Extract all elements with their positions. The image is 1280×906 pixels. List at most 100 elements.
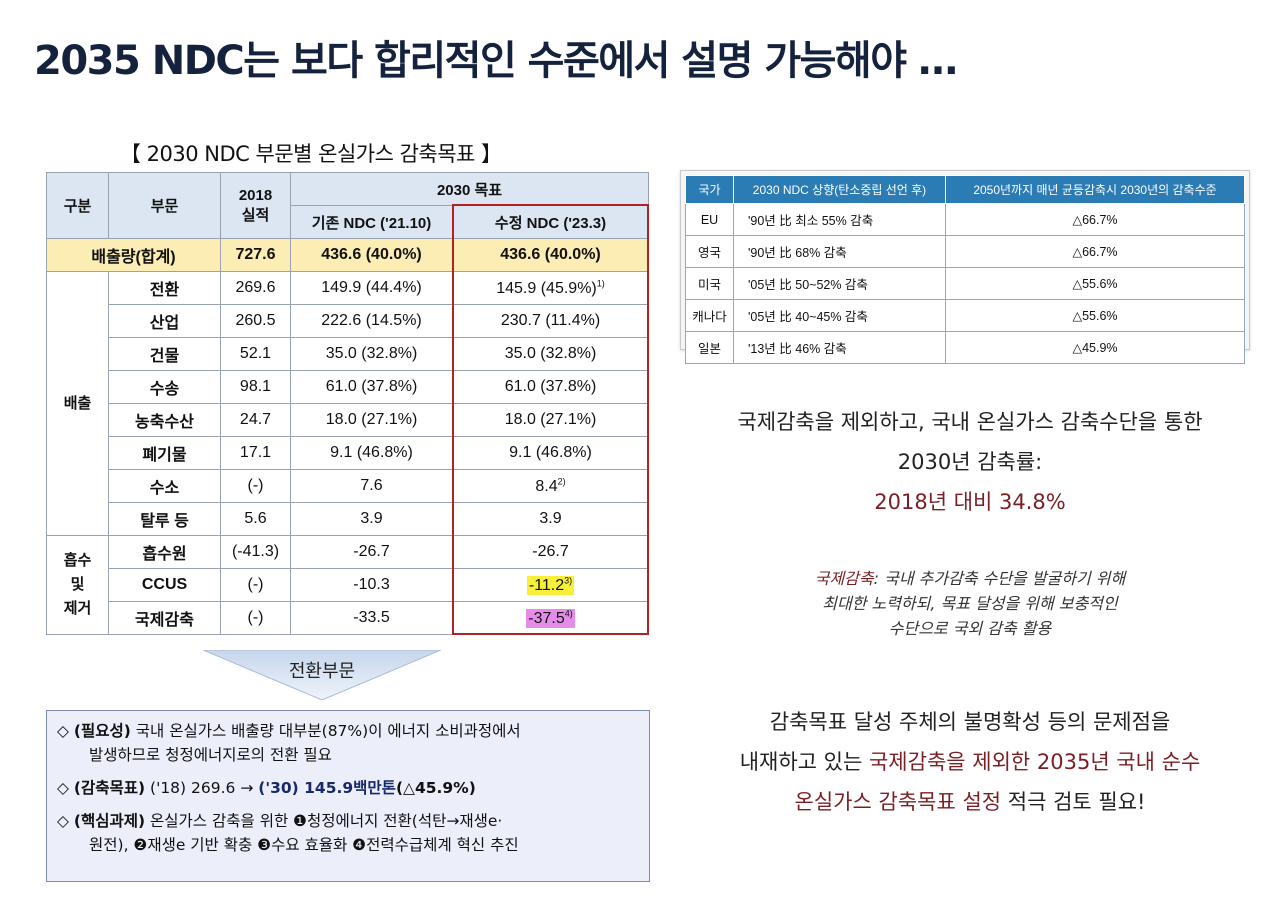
intl-ndc: '05년 比 40~45% 감축 — [733, 299, 946, 332]
intl-table-row: EU '90년 比 최소 55% 감축 △66.7% — [685, 203, 1245, 236]
revised-value-wrap: 35.0 (32.8%) — [505, 345, 597, 362]
value-revised: 35.0 (32.8%) — [451, 337, 650, 371]
table-row: 탈루 등 5.6 3.9 3.9 — [47, 502, 650, 536]
note2-line1: 국제감축: 국내 추가감축 수단을 발굴하기 위해 — [740, 566, 1200, 591]
value-revised: 230.7 (11.4%) — [451, 304, 650, 338]
intl-header-level: 2050년까지 매년 균등감축시 2030년의 감축수준 — [945, 175, 1245, 204]
note2-term: 국제감축 — [814, 569, 874, 588]
sector-name: 폐기물 — [108, 436, 221, 470]
intl-reduction-definition: 국제감축: 국내 추가감축 수단을 발굴하기 위해 최대한 노력하되, 목표 달… — [740, 566, 1200, 641]
table-row: 흡수 및 제거 흡수원 (-41.3) -26.7 -26.7 — [46, 535, 650, 635]
value-2018: (-) — [220, 469, 291, 503]
header-2018-label: 2018 실적 — [238, 187, 273, 224]
necessity-line: ◇ (필요성) 국내 온실가스 배출량 대부분(87%)이 에너지 소비과정에서 — [57, 719, 639, 743]
header-2030-target: 2030 목표 — [289, 172, 650, 206]
value-existing: 149.9 (44.4%) — [290, 271, 453, 305]
intl-table-row: 캐나다 '05년 比 40~45% 감축 △55.6% — [685, 299, 1245, 332]
intl-level: △66.7% — [945, 235, 1245, 268]
value-existing: 7.6 — [290, 469, 453, 503]
value-existing: 18.0 (27.1%) — [290, 403, 453, 437]
revised-value-wrap: 145.9 (45.9%)1) — [496, 278, 605, 297]
bullet-icon: ◇ — [57, 722, 69, 740]
intl-header-country: 국가 — [685, 175, 734, 204]
table-row: 산업 260.5 222.6 (14.5%) 230.7 (11.4%) — [47, 304, 650, 338]
value-existing: -10.3 — [290, 568, 453, 602]
header-2018: 2018 실적 — [220, 172, 291, 239]
value-2018: (-41.3) — [220, 535, 291, 569]
value-2018: (-) — [220, 568, 291, 602]
table-row: 폐기물 17.1 9.1 (46.8%) 9.1 (46.8%) — [47, 436, 650, 470]
total-revised: 436.6 (40.0%) — [451, 238, 650, 272]
total-existing: 436.6 (40.0%) — [290, 238, 453, 272]
target-text-pct: (△45.9%) — [395, 779, 476, 798]
arrow-label: 전환부문 — [288, 661, 356, 682]
sector-name: 수소 — [108, 469, 221, 503]
revised-value: -37.5 — [528, 609, 565, 627]
total-label: 배출량(합계) — [46, 238, 221, 272]
footnote-marker: 3) — [564, 575, 573, 586]
revised-value: 8.4 — [535, 477, 558, 495]
total-2018: 727.6 — [220, 238, 291, 272]
note2-line1-rest: : 국내 추가감축 수단을 발굴하기 위해 — [873, 569, 1126, 588]
footnote-marker: 4) — [564, 608, 573, 619]
revised-value-wrap: 8.42) — [535, 476, 565, 495]
table-row: 농축수산 24.7 18.0 (27.1%) 18.0 (27.1%) — [47, 403, 650, 437]
note1-line3: 2018년 대비 34.8% — [874, 490, 1066, 514]
intl-ndc-table-frame: 국가 2030 NDC 상향(탄소중립 선언 후) 2050년까지 매년 균등감… — [680, 170, 1250, 364]
page-title: 2035 NDC는 보다 합리적인 수준에서 설명 가능해야 … — [34, 38, 958, 84]
recommendation-note: 감축목표 달성 주체의 불명확성 등의 문제점을 내재하고 있는 국제감축을 제… — [690, 702, 1250, 822]
intl-level: △66.7% — [945, 203, 1245, 236]
sector-name: 전환 — [108, 271, 221, 305]
revised-value: 18.0 (27.1%) — [504, 411, 597, 428]
sector-name: 탈루 등 — [108, 502, 221, 536]
note3-line2-a: 내재하고 있는 — [739, 750, 869, 774]
revised-value-wrap: 230.7 (11.4%) — [501, 312, 600, 329]
revised-value: 230.7 (11.4%) — [500, 312, 601, 329]
intl-country: 영국 — [685, 235, 734, 268]
value-2018: 52.1 — [220, 337, 291, 371]
intl-country: 미국 — [685, 267, 734, 300]
sector-name: 국제감축 — [108, 601, 221, 635]
note3-line3-b: 적극 검토 필요! — [1001, 790, 1146, 814]
value-2018: 5.6 — [220, 502, 291, 536]
intl-level: △55.6% — [945, 299, 1245, 332]
value-2018: (-) — [220, 601, 291, 635]
value-revised: 18.0 (27.1%) — [451, 403, 650, 437]
revised-value: 35.0 (32.8%) — [504, 345, 597, 362]
value-2018: 17.1 — [220, 436, 291, 470]
sector-name: 수송 — [108, 370, 221, 404]
header-category: 구분 — [46, 172, 109, 239]
intl-ndc: '90년 比 최소 55% 감축 — [733, 203, 946, 236]
note2-line3: 수단으로 국외 감축 활용 — [888, 619, 1052, 638]
header-existing-ndc: 기존 NDC ('21.10) — [290, 205, 453, 239]
value-revised: 8.42) — [451, 469, 650, 503]
revised-value-wrap: 61.0 (37.8%) — [505, 378, 597, 395]
transition-sector-box: ◇ (필요성) 국내 온실가스 배출량 대부분(87%)이 에너지 소비과정에서… — [46, 710, 650, 882]
value-existing: -33.5 — [290, 601, 453, 635]
value-revised: 61.0 (37.8%) — [451, 370, 650, 404]
footnote-marker: 1) — [596, 278, 605, 289]
revised-value: 3.9 — [539, 510, 562, 527]
target-label: (감축목표) — [73, 779, 146, 798]
necessity-text: 국내 온실가스 배출량 대부분(87%)이 에너지 소비과정에서 — [135, 722, 521, 740]
target-text-to: ('30) 145.9백만톤 — [258, 779, 396, 798]
revised-value: 145.9 (45.9%) — [496, 279, 597, 297]
revised-value-wrap: 9.1 (46.8%) — [509, 444, 592, 461]
value-revised: 145.9 (45.9%)1) — [451, 271, 650, 305]
target-text-from: ('18) 269.6 → — [150, 779, 254, 798]
necessity-text-cont: 발생하므로 청정에너지로의 전환 필요 — [89, 746, 332, 765]
value-2018: 269.6 — [220, 271, 291, 305]
ndc-sector-table: 구분 부문 2018 실적 2030 목표 기존 NDC ('21.10) 수정… — [46, 172, 650, 635]
revised-value-wrap: -37.54) — [526, 608, 575, 628]
core-text-cont: 원전), ❷재생e 기반 확충 ❸수요 효율화 ❹전력수급체계 혁신 추진 — [89, 836, 519, 855]
intl-table-row: 미국 '05년 比 50~52% 감축 △55.6% — [685, 267, 1245, 300]
value-existing: 3.9 — [290, 502, 453, 536]
value-2018: 260.5 — [220, 304, 291, 338]
value-2018: 98.1 — [220, 370, 291, 404]
value-existing: -26.7 — [290, 535, 453, 569]
table-row: 건물 52.1 35.0 (32.8%) 35.0 (32.8%) — [47, 337, 650, 371]
header-revised-ndc: 수정 NDC ('23.3) — [451, 205, 650, 239]
value-existing: 35.0 (32.8%) — [290, 337, 453, 371]
table-caption: 【 2030 NDC 부문별 온실가스 감축목표 】 — [120, 142, 502, 166]
intl-country: EU — [685, 203, 734, 236]
